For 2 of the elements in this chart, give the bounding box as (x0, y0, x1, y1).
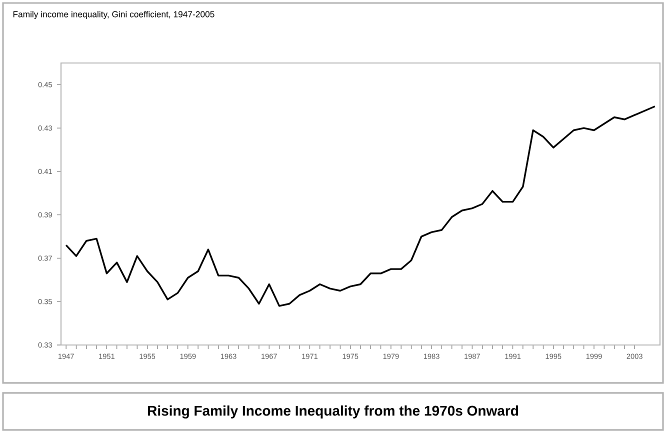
text: Rising Family Income Inequality from the 1970s Onward (148, 405, 518, 419)
chart-subtitle: Family income inequality, Gini coefficient, 1947-2005 (13, 10, 214, 20)
